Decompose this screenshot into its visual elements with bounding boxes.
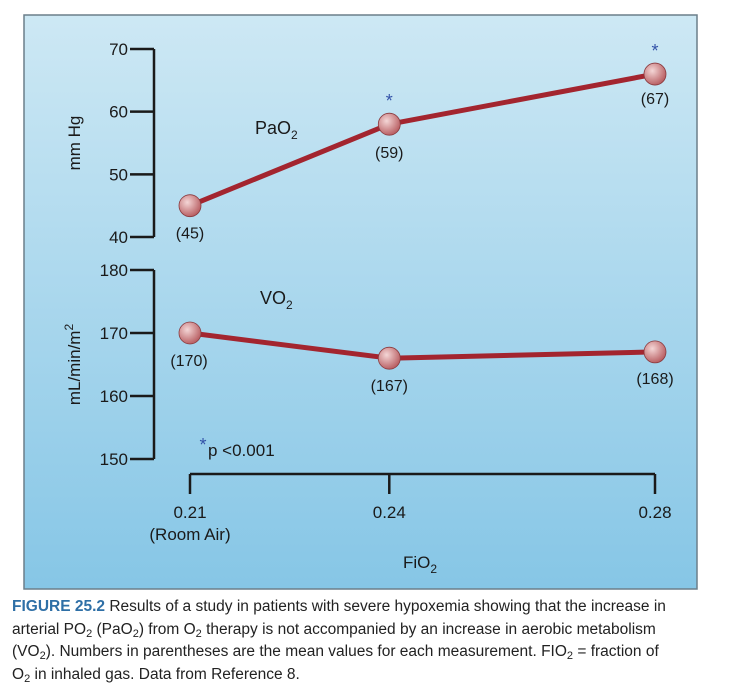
caption-line-1: FIGURE 25.2 Results of a study in patien…: [12, 598, 666, 615]
vo2-data-point: [178, 321, 202, 345]
pao2-y-tick-label: 50: [109, 165, 128, 184]
caption-line-2: arterial PO2 (PaO2) from O2 therapy is n…: [12, 620, 656, 640]
vo2-y-tick-label: 160: [100, 387, 128, 406]
pao2-y-tick-label: 70: [109, 40, 128, 59]
x-tick-label: 0.28: [638, 503, 671, 522]
vo2-data-label: (168): [636, 371, 673, 388]
vo2-y-tick-label: 180: [100, 261, 128, 280]
significance-note-asterisk: *: [199, 435, 206, 455]
pao2-data-point: [178, 194, 202, 218]
vo2-data-point: [643, 340, 667, 364]
vo2-data-label: (167): [371, 378, 408, 395]
pao2-data-point: [377, 112, 401, 136]
vo2-series-name: VO2: [260, 288, 293, 312]
x-tick-label: 0.21: [173, 503, 206, 522]
vo2-data-point: [377, 346, 401, 370]
vo2-y-tick-label: 150: [100, 450, 128, 469]
vo2-y-axis-label: mL/min/m2: [62, 324, 84, 406]
figure-caption: FIGURE 25.2 Results of a study in patien…: [12, 596, 740, 686]
pao2-y-tick-label: 40: [109, 228, 128, 247]
pao2-series-name: PaO2: [255, 118, 298, 142]
figure-label: FIGURE 25.2: [12, 598, 106, 615]
pao2-data-point: [643, 62, 667, 86]
x-tick-sublabel: (Room Air): [149, 525, 230, 544]
caption-line-4: O2 in inhaled gas. Data from Reference 8…: [12, 665, 300, 685]
significance-note-text: p <0.001: [208, 441, 275, 460]
caption-line-3: (VO2). Numbers in parentheses are the me…: [12, 643, 659, 662]
pao2-significance-asterisk: *: [651, 41, 658, 61]
pao2-y-axis-label: mm Hg: [65, 116, 84, 171]
pao2-y-tick-label: 60: [109, 103, 128, 122]
x-tick-label: 0.24: [373, 503, 406, 522]
x-axis-label: FiO2: [403, 553, 437, 576]
pao2-data-label: (67): [641, 91, 669, 108]
vo2-data-label: (170): [170, 353, 207, 370]
pao2-data-label: (59): [375, 145, 403, 162]
pao2-significance-asterisk: *: [386, 91, 393, 111]
vo2-y-tick-label: 170: [100, 324, 128, 343]
pao2-data-label: (45): [176, 226, 204, 243]
chart-panel-background: [23, 14, 698, 590]
